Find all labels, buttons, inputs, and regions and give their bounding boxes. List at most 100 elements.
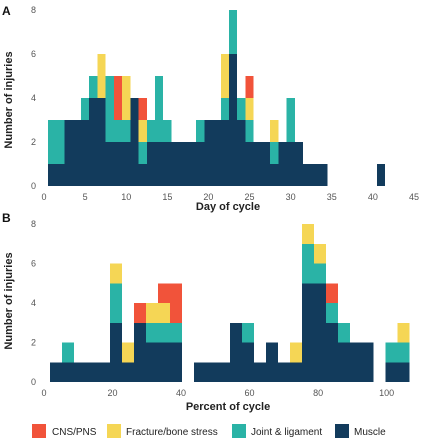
panel-a-bar-muscle	[245, 142, 254, 186]
panel-b-x-tick-label: 60	[245, 388, 255, 398]
panel-a-x-tick-label: 5	[83, 192, 88, 202]
panel-a-bar-muscle	[138, 164, 147, 186]
panel-b-bar-muscle	[85, 362, 98, 382]
panel-a-bar-muscle	[97, 98, 106, 186]
panel-b-bar-muscle	[97, 362, 110, 382]
panel-a-bar-muscle	[72, 120, 81, 186]
panel-b-x-tick-label: 40	[176, 388, 186, 398]
panel-a-x-tick-label: 30	[286, 192, 296, 202]
panel-b-bar-joint-ligament	[313, 263, 326, 284]
panel-b-y-ticks: 0 2 4 6 8	[31, 219, 36, 387]
panel-a-bar-muscle	[48, 164, 57, 186]
panel-a-bar-muscle	[311, 164, 320, 186]
panel-a-bar-muscle	[56, 164, 65, 186]
panel-b-bar-muscle	[157, 342, 170, 382]
panel-b-x-tick-label: 20	[108, 388, 118, 398]
panel-a-bar-fracture-bone-stress	[97, 54, 106, 98]
panel-a-bar-fracture-bone-stress	[270, 120, 279, 142]
panel-a-x-axis-title: Day of cycle	[196, 201, 260, 213]
panel-b-bar-fracture-bone-stress	[145, 303, 158, 323]
panel-a-bar-muscle	[377, 164, 386, 186]
panel-b-bar-joint-ligament	[157, 322, 170, 343]
panel-b-bar-joint-ligament	[325, 303, 338, 323]
panel-a-bar-joint-ligament	[196, 120, 205, 142]
panel-b-bar-fracture-bone-stress	[301, 224, 314, 244]
panel-b-bar-joint-ligament	[337, 322, 350, 343]
panel-b-bar-muscle	[361, 342, 374, 382]
panel-b-bar-muscle	[241, 342, 254, 382]
panel-a-bar-joint-ligament	[56, 120, 65, 164]
panel-b-label: B	[2, 211, 11, 225]
panel-b-y-tick-label: 6	[31, 259, 36, 269]
panel-a-bar-muscle	[212, 120, 221, 186]
panel-b-bar-muscle	[49, 362, 62, 382]
panel-b-bar-joint-ligament	[169, 322, 182, 343]
panel-b-bar-muscle	[205, 362, 218, 382]
panel-b-bar-fracture-bone-stress	[397, 322, 410, 343]
panel-a-x-tick-label: 15	[162, 192, 172, 202]
panel-a-bar-cns-pns	[138, 98, 147, 120]
panel-b-bar-muscle	[121, 362, 134, 382]
panel-b-y-tick-label: 8	[31, 219, 36, 229]
panel-a-bar-muscle	[294, 142, 303, 186]
panel-a-y-axis-title: Number of injuries	[3, 51, 15, 148]
panel-b-x-ticks: 0 20 40 60 80 100	[41, 388, 394, 398]
panel-a-y-ticks: 0 2 4 6 8	[31, 5, 36, 191]
panel-b-bar-muscle	[397, 362, 410, 382]
panel-b-bar-muscle	[217, 362, 230, 382]
panel-b-bars	[49, 224, 410, 382]
legend-label-muscle: Muscle	[354, 427, 386, 438]
panel-a-bar-muscle	[105, 142, 114, 186]
panel-a-bar-muscle	[270, 164, 279, 186]
panel-b-bar-joint-ligament	[109, 283, 122, 323]
panel-b-bar-muscle	[61, 362, 74, 382]
legend-label-fracture-bone-stress: Fracture/bone stress	[126, 427, 218, 438]
panel-b-bar-cns-pns	[133, 303, 146, 323]
panel-b-bar-muscle	[301, 283, 314, 382]
panel-b-bar-joint-ligament	[301, 243, 314, 284]
panel-a-y-tick-label: 8	[31, 5, 36, 15]
panel-a-bar-muscle	[130, 98, 139, 186]
panel-a-bar-joint-ligament	[286, 98, 295, 142]
panel-a-x-tick-label: 35	[327, 192, 337, 202]
panel-b-y-axis-title: Number of injuries	[3, 252, 15, 349]
panel-a-bar-cns-pns	[113, 76, 123, 120]
panel-b-x-axis-title: Percent of cycle	[186, 401, 270, 413]
panel-b-bar-muscle	[325, 322, 338, 382]
panel-a-x-tick-label: 10	[121, 192, 131, 202]
panel-a-bar-muscle	[204, 120, 213, 186]
panel-a-bar-joint-ligament	[163, 120, 172, 142]
panel-a-bar-joint-ligament	[146, 120, 155, 142]
panel-a-x-tick-label: 20	[203, 192, 213, 202]
panel-a-bar-muscle	[278, 142, 287, 186]
legend: CNS/PNS Fracture/bone stress Joint & lig…	[32, 424, 386, 438]
panel-a-bar-joint-ligament	[245, 120, 254, 142]
panel-a-y-tick-label: 4	[31, 93, 36, 103]
panel-a-bar-joint-ligament	[122, 120, 131, 142]
panel-a-bar-muscle	[163, 142, 172, 186]
legend-swatch-fracture-bone-stress	[107, 424, 121, 438]
panel-a-y-tick-label: 2	[31, 137, 36, 147]
panel-a-bar-fracture-bone-stress	[138, 120, 147, 142]
panel-a-bar-joint-ligament	[155, 76, 164, 142]
panel-a-bar-joint-ligament	[48, 120, 57, 164]
panel-b-bar-fracture-bone-stress	[121, 342, 134, 363]
panel-a-bar-joint-ligament	[81, 98, 90, 120]
panel-a-bar-muscle	[179, 142, 188, 186]
panel-a-label: A	[2, 4, 11, 18]
panel-a-bar-muscle	[187, 142, 197, 186]
panel-b-bar-cns-pns	[157, 283, 170, 303]
panel-a-bars	[48, 10, 386, 186]
panel-a-bar-muscle	[113, 142, 123, 186]
panel-b-bar-joint-ligament	[385, 342, 398, 363]
panel-b-bar-muscle	[109, 322, 122, 382]
panel-b-bar-fracture-bone-stress	[109, 263, 122, 284]
panel-b-y-tick-label: 0	[31, 377, 36, 387]
panel-b-bar-fracture-bone-stress	[313, 243, 326, 264]
panel-a-bar-muscle	[64, 120, 73, 186]
panel-b-bar-joint-ligament	[61, 342, 74, 363]
panel-b-bar-joint-ligament	[145, 322, 158, 343]
panel-a-bar-cns-pns	[245, 76, 254, 98]
